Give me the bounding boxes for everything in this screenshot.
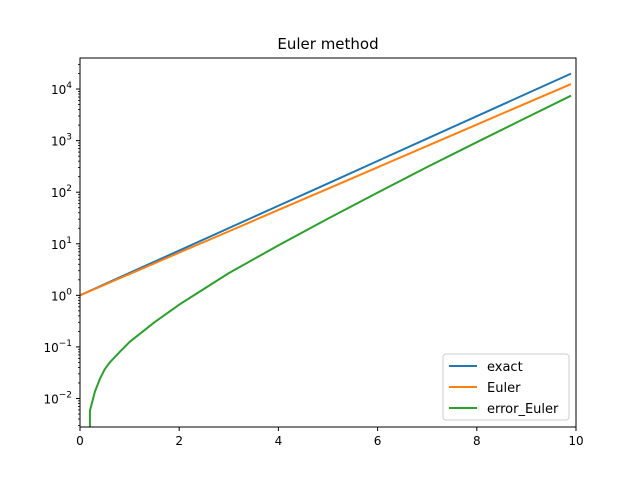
legend: exact Euler error_Euler bbox=[442, 353, 570, 421]
x-tick-label: 2 bbox=[175, 434, 183, 448]
y-tick-label: 10−1 bbox=[43, 339, 72, 355]
axes: 0 2 4 6 8 10 10−2 10−1 100 101 102 103 104 bbox=[43, 57, 584, 448]
y-tick-label: 100 bbox=[51, 287, 72, 303]
legend-label-error-euler: error_Euler bbox=[487, 402, 559, 417]
axes-frame bbox=[79, 57, 577, 428]
series-line-euler bbox=[80, 83, 572, 297]
x-tick-label: 0 bbox=[76, 434, 84, 448]
series-lines bbox=[80, 72, 572, 427]
series-line-exact bbox=[80, 72, 572, 297]
y-tick-label: 101 bbox=[51, 236, 72, 252]
y-tick-label: 104 bbox=[51, 81, 72, 97]
legend-label-euler: Euler bbox=[487, 381, 521, 396]
chart-title: Euler method bbox=[277, 35, 378, 53]
x-tick-label: 6 bbox=[374, 434, 382, 448]
x-tick-label: 8 bbox=[473, 434, 481, 448]
y-tick-label: 102 bbox=[51, 184, 72, 200]
legend-label-exact: exact bbox=[487, 360, 523, 375]
x-tick-label: 4 bbox=[275, 434, 283, 448]
x-tick-label: 10 bbox=[568, 434, 583, 448]
legend-box bbox=[442, 353, 570, 421]
series-line-error-euler bbox=[88, 94, 572, 427]
y-tick-label: 10−2 bbox=[43, 390, 72, 406]
y-tick-label: 103 bbox=[51, 133, 72, 149]
plot-area bbox=[80, 72, 572, 427]
